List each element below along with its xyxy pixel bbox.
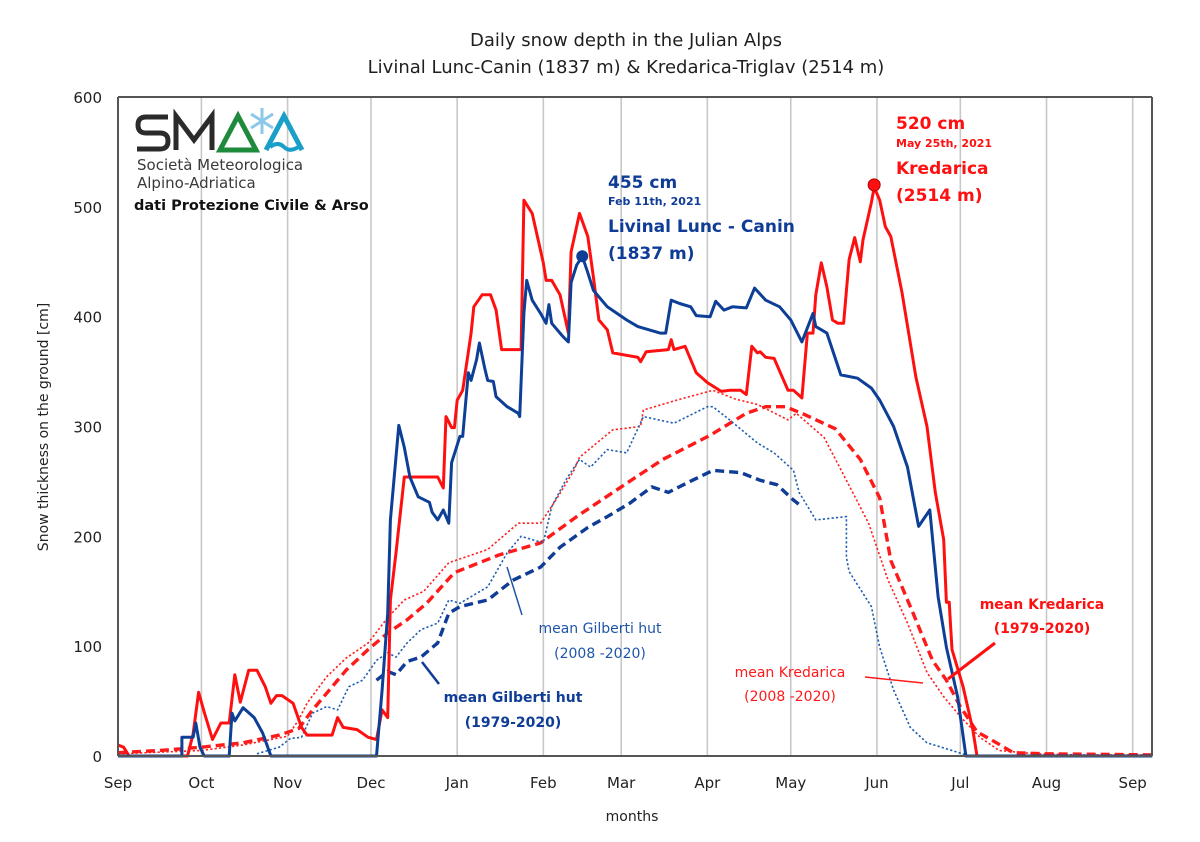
data-source-note: dati Protezione Civile & Arso: [134, 198, 369, 214]
logo-name-line1: Società Meteorologica: [137, 156, 303, 174]
livinal-peak-date: Feb 11th, 2021: [608, 195, 701, 208]
series-line-kredarica-2020-21: [117, 185, 1153, 758]
y-tick-label: 300: [73, 419, 102, 437]
y-tick-label: 500: [73, 199, 102, 217]
x-tick-label: Sep: [1119, 774, 1147, 792]
x-tick-label: Sep: [104, 774, 132, 792]
chart-title: Daily snow depth in the Julian Alps: [470, 30, 782, 51]
logo-name-line2: Alpino-Adriatica: [137, 174, 256, 192]
series-lines: [117, 185, 1153, 758]
label-leaders: [421, 566, 996, 685]
livinal-station-elevation: (1837 m): [608, 244, 695, 264]
x-tick-label: Mar: [607, 774, 636, 792]
label-gilberti-2008-line2: (2008 -2020): [554, 646, 646, 662]
x-tick-label: Jul: [950, 774, 969, 792]
label-gilberti-1979-line1: mean Gilberti hut: [444, 690, 583, 706]
sma-logo-mark: [135, 108, 305, 153]
wave-icon: [268, 142, 302, 152]
x-tick-label: Nov: [273, 774, 302, 792]
livinal-peak-value: 455 cm: [608, 173, 677, 193]
label-gilberti-1979-line2: (1979-2020): [465, 715, 562, 731]
vertical-gridlines: [200, 97, 1134, 756]
leader-kredarica-2008: [864, 676, 924, 684]
x-tick-label: Feb: [530, 774, 557, 792]
series-line-mean-kredarica-1979-2020: [117, 405, 1153, 757]
x-tick-label: Oct: [188, 774, 214, 792]
x-tick-label: Jan: [445, 774, 469, 792]
x-tick-label: Dec: [356, 774, 385, 792]
x-tick-label: Apr: [694, 774, 721, 792]
kredarica-peak-date: May 25th, 2021: [896, 137, 992, 150]
snowflake-icon: [250, 108, 274, 134]
x-axis-ticks: Sep Oct Nov Dec Jan Feb Mar Apr May Jun Jul Aug Sep: [104, 774, 1147, 792]
y-tick-label: 200: [73, 528, 102, 546]
kredarica-station-name: Kredarica: [896, 159, 989, 179]
y-tick-label: 400: [73, 309, 102, 327]
x-tick-label: Jun: [864, 774, 888, 792]
x-tick-label: Aug: [1032, 774, 1061, 792]
label-kredarica-1979-line2: (1979-2020): [994, 621, 1091, 637]
peak-marker-kredarica: [867, 178, 881, 192]
kredarica-station-elevation: (2514 m): [896, 186, 983, 206]
logo-teal-mountain: [263, 110, 305, 152]
logo-letter-m: [173, 108, 215, 150]
logo-letter-s: [135, 114, 171, 152]
series-line-mean-gilberti-hut-2008-2020: [256, 405, 967, 756]
peak-marker-livinal: [576, 250, 589, 263]
label-gilberti-2008-line1: mean Gilberti hut: [538, 621, 662, 637]
label-kredarica-2008-line2: (2008 -2020): [744, 689, 836, 705]
y-tick-label: 100: [73, 638, 102, 656]
series-line-mean-kredarica-2008-2020: [117, 389, 1153, 756]
sma-logo: Società Meteorologica Alpino-Adriatica d…: [134, 108, 369, 214]
kredarica-peak-value: 520 cm: [896, 114, 965, 134]
x-tick-label: May: [775, 774, 806, 792]
leader-kredarica-1979: [947, 641, 996, 681]
label-kredarica-2008-line1: mean Kredarica: [735, 665, 846, 681]
label-kredarica-1979-line1: mean Kredarica: [980, 597, 1105, 613]
y-axis-ticks: 0 100 200 300 400 500 600: [73, 89, 102, 766]
y-tick-label: 600: [73, 89, 102, 107]
y-tick-label: 0: [92, 748, 102, 766]
y-axis-label: Snow thickness on the ground [cm]: [36, 303, 52, 551]
chart-subtitle: Livinal Lunc-Canin (1837 m) & Kredarica-…: [368, 57, 885, 78]
leader-gilberti-2008: [506, 566, 523, 616]
x-axis-label: months: [606, 809, 659, 825]
livinal-station-name: Livinal Lunc - Canin: [608, 217, 795, 237]
leader-gilberti-1979: [421, 661, 440, 685]
series-line-mean-gilberti-hut-1979-2020: [375, 468, 803, 682]
series-line-livinal-lunc-2020-21: [118, 254, 1153, 758]
plot-frame: [117, 96, 1153, 757]
